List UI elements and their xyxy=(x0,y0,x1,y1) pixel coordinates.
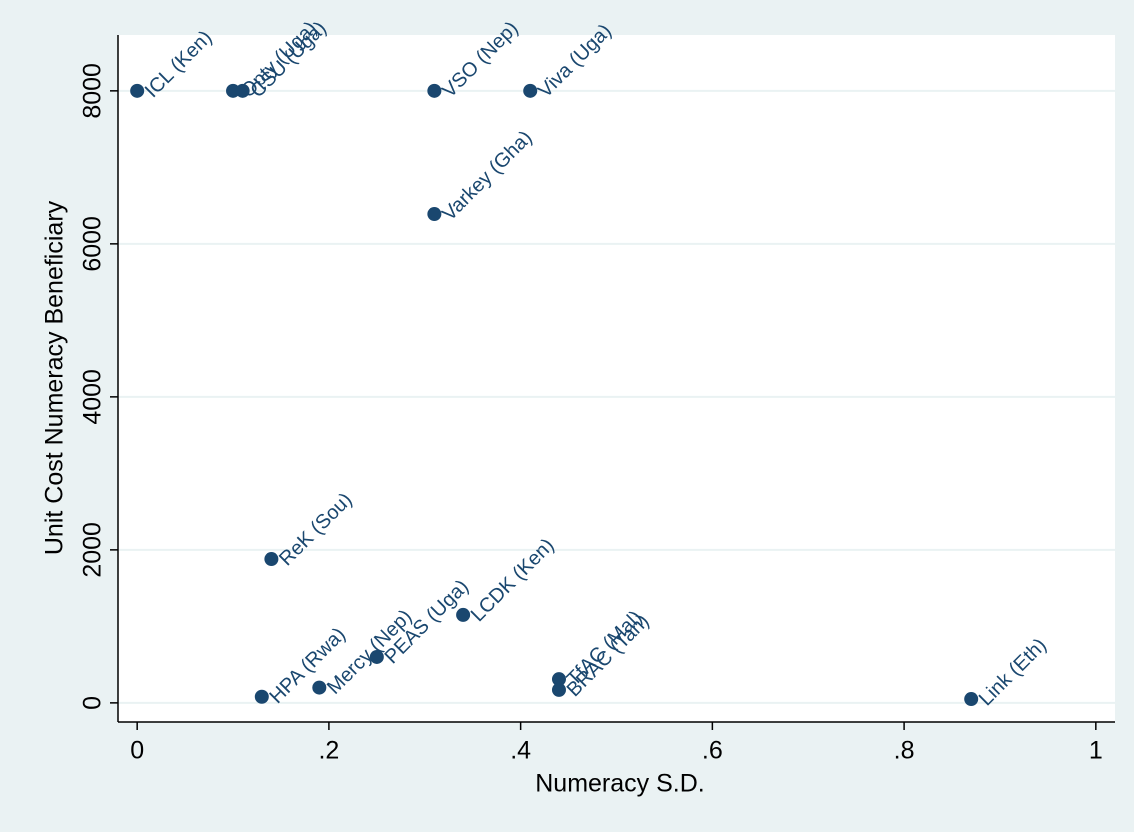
x-axis-title: Numeracy S.D. xyxy=(535,770,704,798)
x-tick-label: .4 xyxy=(510,737,531,765)
point xyxy=(369,649,384,664)
point xyxy=(551,682,566,697)
y-tick-label: 8000 xyxy=(79,63,107,119)
y-tick-label: 0 xyxy=(79,696,107,710)
x-tick-label: 1 xyxy=(1089,737,1103,765)
x-tick-label: .2 xyxy=(318,737,339,765)
point xyxy=(523,83,538,98)
point xyxy=(427,83,442,98)
point xyxy=(427,207,442,222)
point xyxy=(964,692,979,707)
y-tick-label: 4000 xyxy=(79,369,107,425)
y-axis-title: Unit Cost Numeracy Beneficiary xyxy=(41,200,69,555)
y-tick-label: 6000 xyxy=(79,216,107,272)
x-tick-label: 0 xyxy=(130,737,144,765)
point xyxy=(551,672,566,687)
point xyxy=(264,552,279,567)
x-tick-label: .8 xyxy=(894,737,915,765)
point xyxy=(226,83,241,98)
point xyxy=(254,689,269,704)
point xyxy=(130,83,145,98)
point xyxy=(456,607,471,622)
point xyxy=(312,680,327,695)
plot-area xyxy=(118,35,1115,722)
y-tick-label: 2000 xyxy=(79,522,107,578)
x-tick-label: .6 xyxy=(702,737,723,765)
point xyxy=(235,83,250,98)
